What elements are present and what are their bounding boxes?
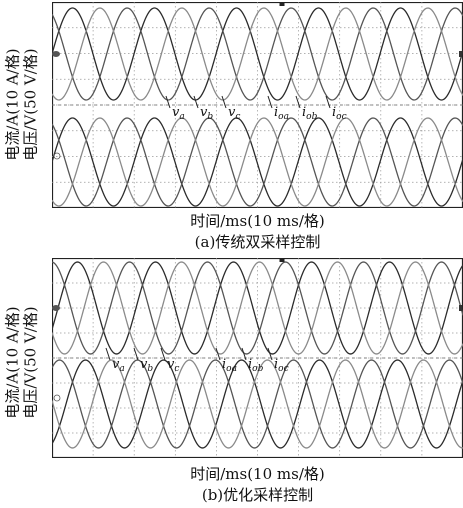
series-label: iob [248, 357, 264, 374]
label-leader [193, 95, 199, 109]
oscilloscope-plot-a: va vb vc ioa iob ioc [52, 2, 463, 208]
series-label: vc [228, 105, 240, 122]
waveform-v-a [52, 261, 463, 355]
waveform-i-ob [52, 359, 463, 449]
label-leader [221, 95, 227, 109]
x-axis-label: 时间/ms(10 ms/格) [190, 465, 325, 483]
channel-marker-icon [53, 152, 61, 160]
label-leader [267, 95, 273, 109]
label-leader [295, 95, 301, 109]
panel-caption: (a)传统双采样控制 [194, 233, 321, 251]
trigger-position-icon [279, 2, 285, 6]
oscilloscope-plot-b: va vb vc ioa iob ioc [52, 258, 463, 458]
y-axis-label-voltage: 电压/V(50 V/格) [21, 306, 40, 419]
waveform-v-b [52, 7, 463, 101]
trigger-marker-icon [459, 305, 462, 311]
series-label: vb [140, 357, 153, 374]
x-axis-label: 时间/ms(10 ms/格) [190, 212, 325, 230]
label-leader [105, 347, 111, 361]
series-label: ioc [274, 357, 289, 374]
label-leader [215, 347, 221, 361]
label-leader [267, 347, 273, 361]
series-label: va [172, 105, 185, 122]
waveform-i-oc [52, 359, 463, 449]
y-axis-label-group: 电流/A(10 A/格) 电压/V(50 V/格) [2, 256, 50, 466]
waveform-v-c [52, 261, 463, 355]
label-leader [160, 347, 166, 361]
waveform-i-oa [52, 359, 463, 449]
series-label: iob [302, 105, 318, 122]
waveform-i-oa [52, 117, 463, 207]
channel-marker-icon [53, 394, 61, 402]
waveform-v-a [52, 7, 463, 101]
channel-marker-icon [52, 51, 60, 57]
waveform-v-c [52, 7, 463, 101]
series-label: ioa [274, 105, 289, 122]
label-leader [165, 95, 171, 109]
panel-caption: (b)优化采样控制 [201, 486, 314, 504]
trigger-position-icon [279, 258, 285, 262]
label-leader [241, 347, 247, 361]
y-axis-label-group: 电流/A(10 A/格) 电压/V(50 V/格) [2, 0, 50, 210]
series-label: vb [200, 105, 213, 122]
grid [52, 258, 463, 458]
channel-marker-icon [52, 305, 60, 311]
series-label: ioc [332, 105, 347, 122]
series-label: ioa [222, 357, 237, 374]
y-axis-label-voltage: 电压/V(50 V/格) [21, 48, 40, 161]
label-leader [325, 95, 331, 109]
waveform-i-oc [52, 117, 463, 207]
series-label: va [112, 357, 125, 374]
label-leader [133, 347, 139, 361]
trigger-marker-icon [459, 51, 462, 57]
waveform-i-ob [52, 117, 463, 207]
series-label: vc [167, 357, 179, 374]
waveform-v-b [52, 261, 463, 355]
